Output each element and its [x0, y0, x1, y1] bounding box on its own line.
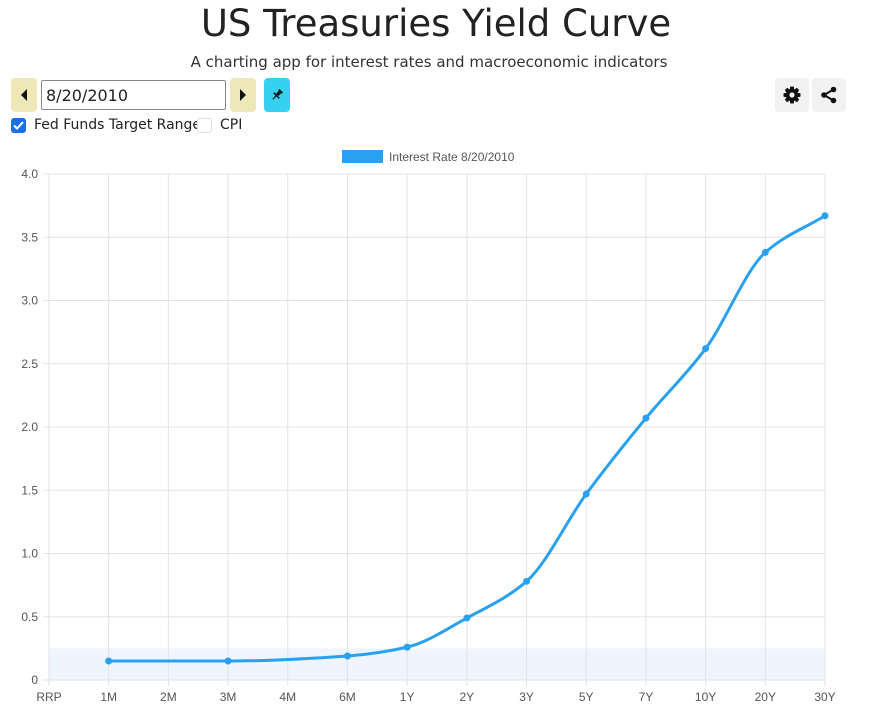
date-input[interactable] [41, 80, 226, 110]
data-point[interactable] [582, 490, 590, 498]
x-tick-label: 1Y [400, 690, 415, 704]
data-point[interactable] [702, 345, 710, 353]
x-tick-label: 4M [279, 690, 296, 704]
data-point[interactable] [403, 643, 411, 651]
cpi-label: CPI [220, 117, 243, 133]
pin-icon [272, 88, 284, 100]
gear-icon [783, 86, 801, 104]
x-tick-label: 30Y [814, 690, 835, 704]
data-point[interactable] [523, 577, 531, 585]
data-point[interactable] [224, 657, 232, 665]
x-tick-label: RRP [36, 690, 61, 704]
fed-funds-toggle[interactable]: Fed Funds Target Range [11, 116, 201, 134]
x-tick-label: 1M [100, 690, 117, 704]
data-point[interactable] [463, 614, 471, 622]
fed-funds-checkbox[interactable] [11, 117, 26, 133]
page-subtitle: A charting app for interest rates and ma… [190, 53, 668, 71]
page-title: US Treasuries Yield Curve [200, 2, 672, 45]
previous-date-button[interactable] [11, 78, 37, 112]
data-point[interactable] [821, 212, 829, 220]
yield-curve-line [108, 214, 826, 663]
share-button[interactable] [812, 78, 846, 112]
cpi-checkbox[interactable] [197, 117, 212, 133]
x-tick-label: 20Y [755, 690, 776, 704]
x-tick-label: 6M [339, 690, 356, 704]
y-tick-label: 4.0 [21, 167, 38, 181]
x-tick-label: 2Y [460, 690, 475, 704]
x-tick-label: 3M [220, 690, 237, 704]
y-tick-label: 1.0 [21, 547, 38, 561]
fed-funds-label: Fed Funds Target Range [34, 117, 202, 133]
y-tick-label: 3.5 [21, 230, 38, 244]
caret-right-icon [240, 89, 246, 101]
data-point[interactable] [105, 657, 113, 665]
data-point[interactable] [343, 652, 351, 660]
legend-label: Interest Rate 8/20/2010 [389, 150, 515, 164]
next-date-button[interactable] [230, 78, 256, 112]
y-tick-label: 3.0 [21, 294, 38, 308]
data-point[interactable] [642, 414, 650, 422]
caret-left-icon [21, 89, 27, 101]
data-point[interactable] [761, 248, 769, 256]
y-tick-label: 2.0 [21, 420, 38, 434]
share-icon [821, 86, 837, 104]
y-tick-label: 2.5 [21, 357, 38, 371]
y-tick-label: 0 [31, 673, 38, 687]
y-tick-label: 1.5 [21, 483, 38, 497]
legend-swatch [342, 150, 383, 163]
cpi-toggle[interactable]: CPI [197, 116, 242, 134]
settings-button[interactable] [775, 78, 809, 112]
fed-funds-range-band [49, 648, 825, 680]
x-tick-label: 7Y [639, 690, 654, 704]
x-tick-label: 10Y [695, 690, 716, 704]
pin-button[interactable] [264, 78, 290, 112]
checkmark-icon [13, 120, 24, 130]
y-tick-label: 0.5 [21, 610, 38, 624]
x-tick-label: 5Y [579, 690, 594, 704]
x-tick-label: 3Y [519, 690, 534, 704]
x-tick-label: 2M [160, 690, 177, 704]
